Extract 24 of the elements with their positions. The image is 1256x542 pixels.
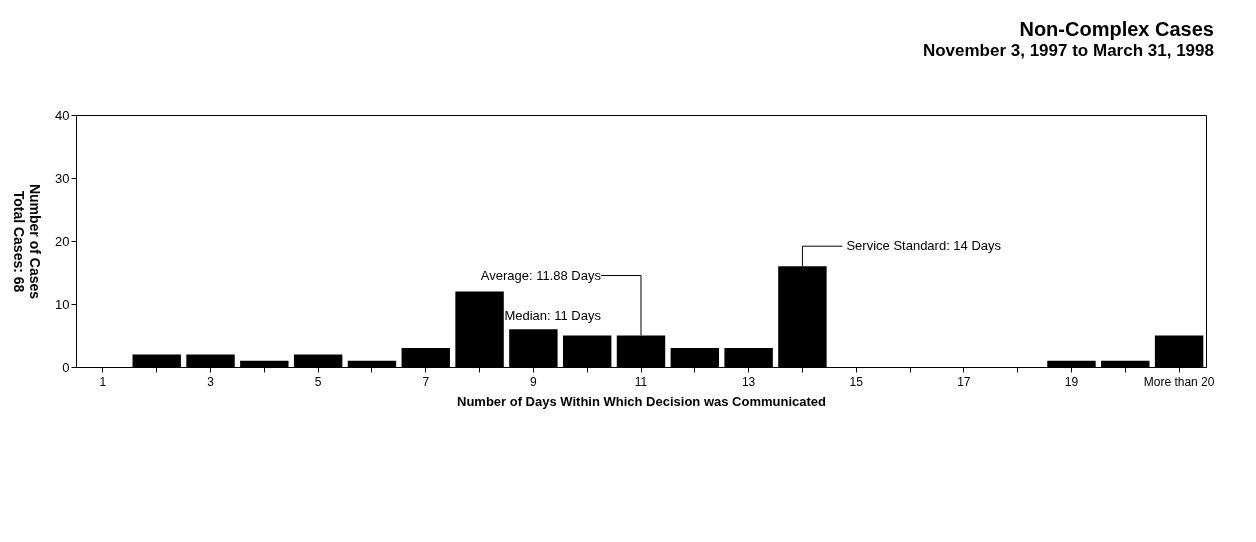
x-tick-label: 19	[1064, 374, 1079, 389]
y-axis-title: Number of Cases	[27, 183, 44, 300]
y-tick-label: 10	[55, 296, 70, 312]
text: Total Cases: 68	[11, 190, 28, 293]
y-tick-label: 40	[55, 107, 70, 123]
x-tick-label: 9	[530, 374, 538, 389]
y-tick-label: 20	[55, 233, 70, 249]
x-tick-label: 1	[99, 374, 107, 389]
x-tick-label: 7	[422, 374, 430, 389]
annotation: Service Standard: 14 Days	[846, 238, 1002, 254]
chart-title: Non-Complex Cases	[1019, 18, 1214, 40]
x-tick-label: 3	[207, 374, 215, 389]
chart-subtitle: November 3, 1997 to March 31, 1998	[922, 41, 1214, 60]
x-tick-label: 11	[634, 374, 648, 389]
y-tick-label: 30	[55, 170, 70, 186]
x-tick-label: 5	[314, 374, 322, 389]
x-tick-label: 17	[957, 374, 971, 389]
x-tick-label: More than 20	[1143, 374, 1215, 389]
annotation: Average: 11.88 Days	[480, 267, 602, 283]
x-axis-title: Number of Days Within Which Decision was Communicated	[457, 393, 827, 409]
y-tick-label: 0	[62, 359, 70, 375]
x-tick-label: 13	[741, 374, 756, 389]
annotation: Median: 11 Days	[504, 307, 602, 323]
x-tick-label: 15	[849, 374, 864, 389]
